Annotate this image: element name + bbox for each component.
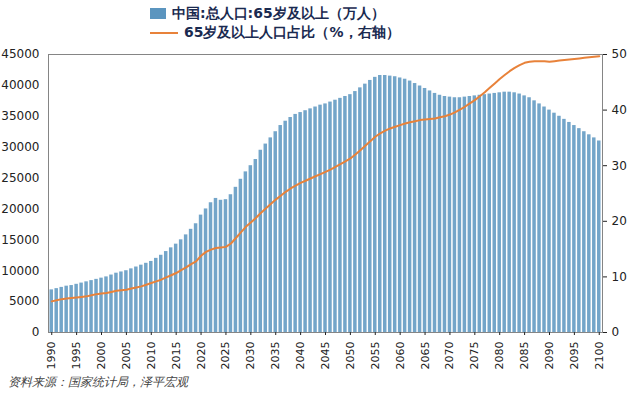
svg-text:10000: 10000 — [1, 264, 39, 278]
svg-text:2050: 2050 — [344, 342, 357, 370]
svg-text:2010: 2010 — [145, 342, 158, 370]
svg-text:2060: 2060 — [394, 342, 407, 370]
svg-text:0: 0 — [612, 325, 620, 339]
svg-text:0: 0 — [32, 325, 40, 339]
svg-text:20: 20 — [612, 214, 627, 228]
svg-text:2005: 2005 — [120, 342, 133, 370]
svg-text:35000: 35000 — [1, 109, 39, 123]
svg-text:2090: 2090 — [543, 342, 556, 370]
svg-text:2035: 2035 — [269, 342, 282, 370]
svg-text:2065: 2065 — [419, 342, 432, 370]
svg-text:2015: 2015 — [170, 342, 183, 370]
svg-text:30000: 30000 — [1, 140, 39, 154]
svg-text:50: 50 — [612, 47, 627, 61]
svg-text:25000: 25000 — [1, 171, 39, 185]
svg-text:2080: 2080 — [493, 342, 506, 370]
html-text:中国:总人口:65岁及以上（万人）: 中国:总人口:65岁及以上（万人） — [172, 4, 385, 21]
svg-text:2020: 2020 — [195, 342, 208, 370]
svg-text:20000: 20000 — [1, 202, 39, 216]
svg-text:2100: 2100 — [593, 342, 606, 370]
svg-text:15000: 15000 — [1, 233, 39, 247]
svg-text:2025: 2025 — [219, 342, 232, 370]
svg-text:2030: 2030 — [244, 342, 257, 370]
svg-text:2070: 2070 — [443, 342, 456, 370]
svg-text:1995: 1995 — [70, 342, 83, 370]
html-text:资料来源：国家统计局，泽平宏观: 资料来源：国家统计局，泽平宏观 — [8, 375, 188, 389]
svg-text:45000: 45000 — [1, 47, 39, 61]
svg-text:30: 30 — [612, 159, 627, 173]
svg-text:2075: 2075 — [468, 342, 481, 370]
svg-text:1990: 1990 — [45, 342, 58, 370]
html-text:65岁及以上人口占比（%，右轴）: 65岁及以上人口占比（%，右轴） — [184, 23, 400, 40]
svg-text:2040: 2040 — [294, 342, 307, 370]
svg-text:40: 40 — [612, 103, 627, 117]
svg-text:2085: 2085 — [518, 342, 531, 370]
svg-text:5000: 5000 — [9, 294, 40, 308]
svg-text:10: 10 — [612, 270, 627, 284]
svg-text:2000: 2000 — [95, 342, 108, 370]
svg-text:2095: 2095 — [568, 342, 581, 370]
svg-text:2055: 2055 — [369, 342, 382, 370]
svg-text:40000: 40000 — [1, 78, 39, 92]
svg-text:2045: 2045 — [319, 342, 332, 370]
